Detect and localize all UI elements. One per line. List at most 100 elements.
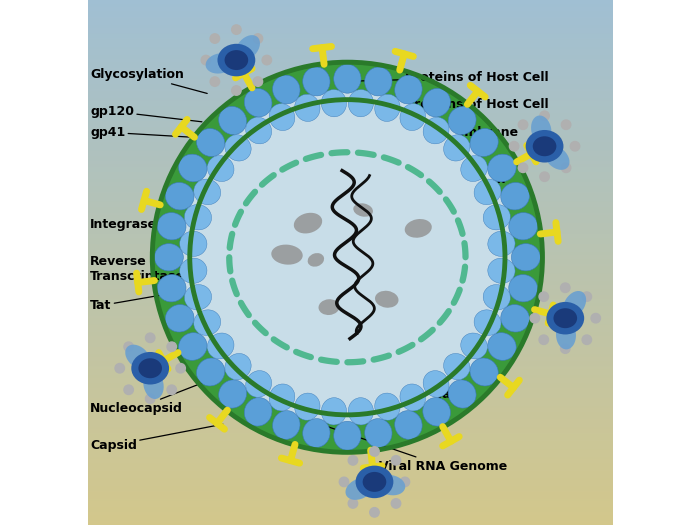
Bar	[88, 167, 612, 168]
Ellipse shape	[500, 183, 529, 210]
Text: Viral RNA Genome: Viral RNA Genome	[316, 423, 507, 472]
Bar	[88, 16, 612, 17]
Bar	[88, 264, 612, 265]
Bar	[88, 121, 612, 122]
Bar	[88, 82, 612, 84]
Bar	[88, 1, 612, 3]
Ellipse shape	[178, 333, 207, 360]
Circle shape	[370, 508, 379, 517]
Text: Capsid: Capsid	[90, 424, 223, 452]
Bar	[88, 486, 612, 487]
Ellipse shape	[244, 397, 272, 426]
Bar	[88, 505, 612, 507]
Bar	[88, 206, 612, 207]
Bar	[88, 458, 612, 459]
Ellipse shape	[363, 472, 386, 492]
Ellipse shape	[246, 371, 272, 397]
Bar	[88, 286, 612, 288]
Bar	[88, 517, 612, 519]
Bar	[88, 332, 612, 333]
Ellipse shape	[444, 353, 470, 380]
Bar	[88, 38, 612, 39]
Bar	[88, 19, 612, 21]
Bar	[88, 77, 612, 79]
Bar	[88, 501, 612, 503]
Ellipse shape	[295, 94, 320, 121]
Circle shape	[370, 447, 379, 456]
Bar	[88, 29, 612, 30]
Ellipse shape	[225, 353, 251, 380]
Bar	[88, 71, 612, 72]
Bar	[88, 252, 612, 253]
Ellipse shape	[512, 244, 540, 271]
Bar	[88, 327, 612, 328]
Bar	[88, 373, 612, 374]
Bar	[88, 375, 612, 377]
Text: Protease: Protease	[374, 382, 468, 401]
Bar	[88, 234, 612, 235]
Bar	[88, 366, 612, 368]
Bar	[88, 123, 612, 125]
Bar	[88, 365, 612, 366]
Bar	[88, 432, 612, 433]
Bar	[88, 273, 612, 274]
Bar	[88, 378, 612, 379]
Ellipse shape	[165, 304, 194, 332]
Bar	[88, 269, 612, 270]
Bar	[88, 414, 612, 415]
Bar	[88, 346, 612, 348]
Bar	[88, 13, 612, 14]
Bar	[88, 148, 612, 150]
Bar	[88, 467, 612, 468]
Bar	[88, 156, 612, 157]
Bar	[88, 311, 612, 312]
Bar	[88, 419, 612, 420]
Bar	[88, 454, 612, 456]
Bar	[88, 110, 612, 112]
Bar	[88, 186, 612, 187]
Bar	[88, 352, 612, 353]
Ellipse shape	[244, 88, 272, 117]
Bar	[88, 228, 612, 230]
Ellipse shape	[354, 203, 373, 217]
Bar	[88, 113, 612, 114]
Bar	[88, 222, 612, 223]
Bar	[88, 387, 612, 388]
Bar	[88, 0, 612, 1]
Ellipse shape	[470, 358, 498, 386]
Bar	[88, 219, 612, 220]
Bar	[88, 202, 612, 203]
Circle shape	[391, 499, 400, 508]
Ellipse shape	[483, 285, 510, 310]
Circle shape	[201, 55, 211, 65]
Bar	[88, 360, 612, 361]
Bar	[88, 423, 612, 424]
Bar	[88, 335, 612, 336]
Bar	[88, 165, 612, 167]
Bar	[88, 519, 612, 520]
Ellipse shape	[218, 380, 246, 408]
Circle shape	[115, 363, 125, 373]
Bar	[88, 391, 612, 393]
Bar	[88, 383, 612, 384]
Ellipse shape	[272, 75, 300, 104]
Bar	[88, 155, 612, 156]
Ellipse shape	[448, 380, 476, 408]
Bar	[88, 480, 612, 482]
Ellipse shape	[488, 333, 516, 360]
Bar	[88, 390, 612, 391]
Ellipse shape	[155, 244, 183, 271]
Ellipse shape	[483, 205, 510, 230]
Bar	[88, 291, 612, 293]
Bar	[88, 85, 612, 87]
Bar	[88, 243, 612, 244]
Bar	[88, 226, 612, 227]
Bar	[88, 471, 612, 472]
Bar	[88, 300, 612, 302]
Text: Proteins of Host Cell: Proteins of Host Cell	[344, 71, 549, 84]
Bar	[88, 440, 612, 441]
Circle shape	[591, 313, 601, 323]
Bar	[88, 244, 612, 246]
Bar	[88, 37, 612, 38]
Bar	[88, 231, 612, 232]
